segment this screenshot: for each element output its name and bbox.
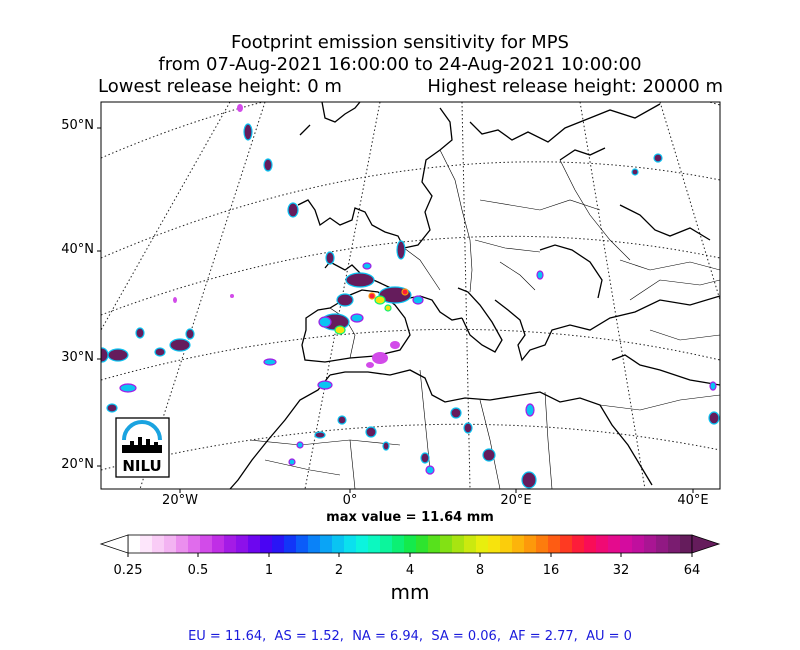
colorbar-segment — [416, 535, 429, 553]
colorbar-segment — [248, 535, 261, 553]
colorbar-segment — [488, 535, 501, 553]
lon-label-0: 0° — [342, 493, 358, 508]
colorbar-segment — [128, 535, 141, 553]
map-frame — [100, 101, 721, 490]
coastlines — [229, 102, 720, 489]
colorbar-segment — [308, 535, 321, 553]
colorbar-segment — [380, 535, 393, 553]
map-ticks — [97, 127, 694, 493]
colorbar-segment — [152, 535, 165, 553]
colorbar-segment — [440, 535, 453, 553]
colorbar-segment — [596, 535, 609, 553]
nilu-logo-text: NILU — [122, 457, 161, 475]
footprint-field — [101, 104, 720, 489]
nilu-logo: NILU — [115, 417, 170, 478]
colorbar-unit-label: mm — [390, 580, 430, 604]
colorbar-segment — [656, 535, 669, 553]
region-totals: EU = 11.64, AS = 1.52, NA = 6.94, SA = 0… — [188, 629, 632, 644]
colorbar-segment — [404, 535, 417, 553]
colorbar-segment — [680, 535, 693, 553]
colorbar-segment — [632, 535, 645, 553]
colorbar-tick-label: 0.5 — [187, 563, 209, 578]
colorbar-segment — [644, 535, 657, 553]
lat-label-40n: 40°N — [61, 242, 94, 257]
colorbar-max-extension — [691, 534, 721, 554]
colorbar-segment — [500, 535, 513, 553]
colorbar-segment — [344, 535, 357, 553]
colorbar-tick-label: 4 — [405, 563, 415, 578]
colorbar-segment — [428, 535, 441, 553]
colorbar-segment — [200, 535, 213, 553]
colorbar-tick-label: 64 — [683, 563, 701, 578]
lon-label-20e: 20°E — [500, 493, 532, 508]
colorbar-segment — [392, 535, 405, 553]
lowest-release-height: Lowest release height: 0 m — [98, 76, 342, 97]
highest-release-height: Highest release height: 20000 m — [427, 76, 723, 97]
lat-label-50n: 50°N — [61, 118, 94, 133]
colorbar-segment — [164, 535, 177, 553]
lon-label-40e: 40°E — [677, 493, 709, 508]
colorbar-tick-label: 1 — [264, 563, 274, 578]
colorbar-segment — [320, 535, 333, 553]
colorbar — [127, 534, 693, 554]
colorbar-segment — [608, 535, 621, 553]
colorbar-segment — [284, 535, 297, 553]
plot-title-line-1: Footprint emission sensitivity for MPS — [231, 32, 569, 53]
colorbar-segment — [176, 535, 189, 553]
colorbar-segment — [524, 535, 537, 553]
colorbar-segment — [188, 535, 201, 553]
colorbar-segment — [572, 535, 585, 553]
colorbar-min-extension — [99, 534, 129, 554]
colorbar-tick-label: 0.25 — [113, 563, 143, 578]
colorbar-segment — [668, 535, 681, 553]
colorbar-segment — [260, 535, 273, 553]
colorbar-segment — [272, 535, 285, 553]
colorbar-segment — [548, 535, 561, 553]
map-content: NILU — [101, 102, 720, 489]
colorbar-segment — [584, 535, 597, 553]
colorbar-segment — [356, 535, 369, 553]
colorbar-segment — [560, 535, 573, 553]
graticule — [101, 102, 720, 489]
colorbar-segment — [224, 535, 237, 553]
colorbar-segment — [512, 535, 525, 553]
max-value-label: max value = 11.64 mm — [326, 510, 494, 525]
colorbar-segment — [368, 535, 381, 553]
colorbar-tick-label: 8 — [475, 563, 485, 578]
colorbar-segment — [236, 535, 249, 553]
colorbar-segment — [536, 535, 549, 553]
lat-label-20n: 20°N — [61, 457, 94, 472]
lon-label-20w: 20°W — [162, 493, 198, 508]
colorbar-segment — [140, 535, 153, 553]
colorbar-tick-label: 32 — [612, 563, 630, 578]
colorbar-segment — [452, 535, 465, 553]
colorbar-segment — [332, 535, 345, 553]
colorbar-segment — [296, 535, 309, 553]
lat-label-30n: 30°N — [61, 350, 94, 365]
colorbar-segment — [620, 535, 633, 553]
plot-title-line-2: from 07-Aug-2021 16:00:00 to 24-Aug-2021… — [158, 54, 642, 75]
colorbar-segment — [212, 535, 225, 553]
colorbar-tick-label: 16 — [542, 563, 560, 578]
colorbar-segment — [464, 535, 477, 553]
colorbar-tick-label: 2 — [334, 563, 344, 578]
colorbar-segment — [476, 535, 489, 553]
colorbar-ticks — [127, 553, 693, 557]
country-borders — [249, 149, 720, 489]
